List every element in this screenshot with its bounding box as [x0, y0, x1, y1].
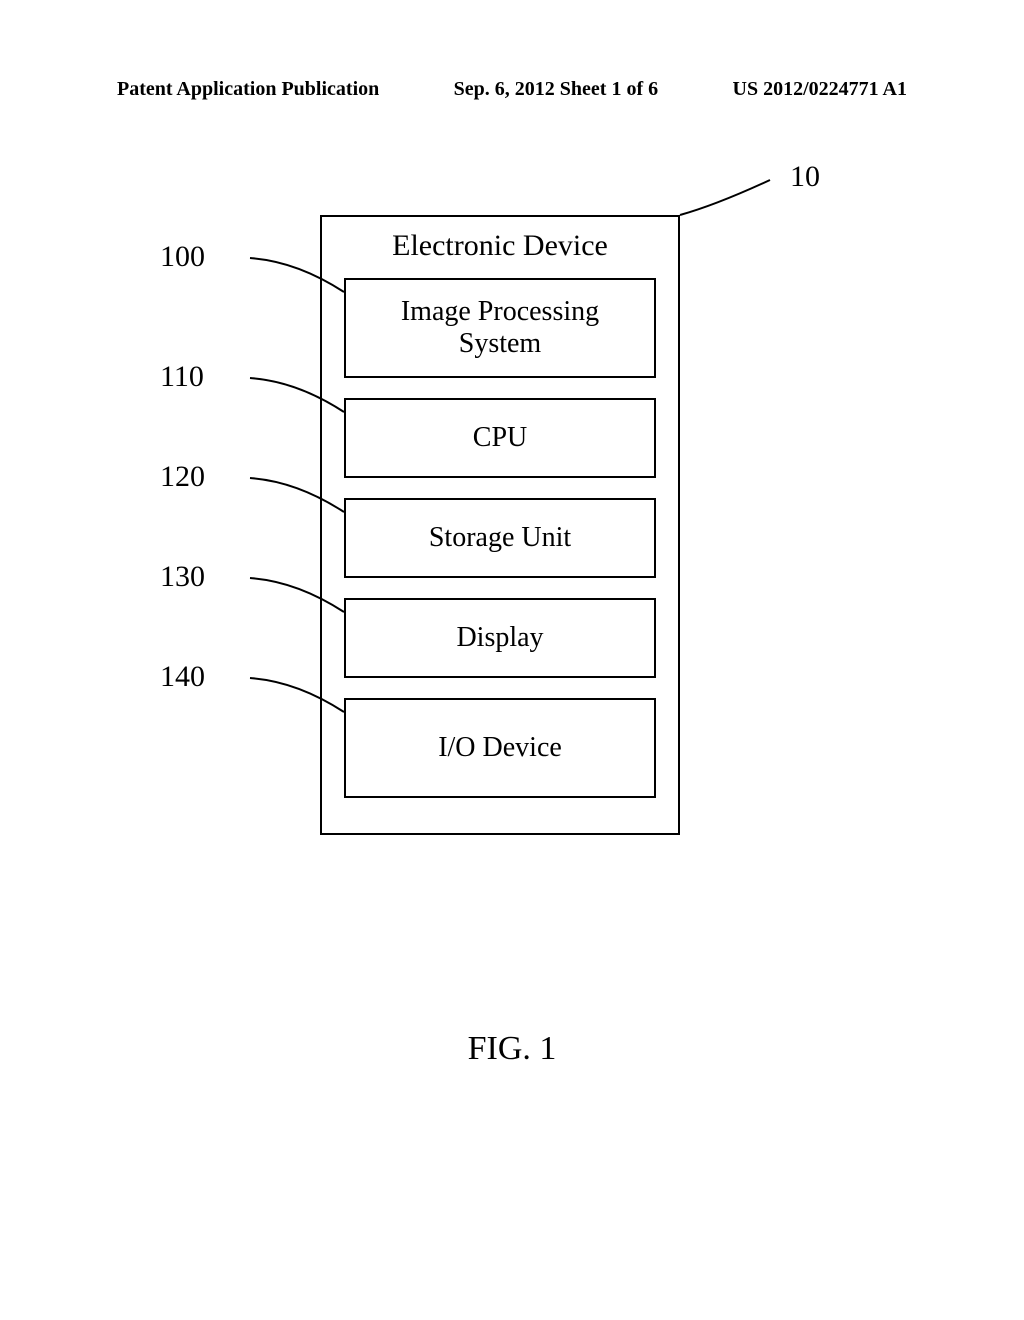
ref-label-130: 130: [160, 560, 205, 594]
page-header: Patent Application Publication Sep. 6, 2…: [0, 78, 1024, 101]
header-center: Sep. 6, 2012 Sheet 1 of 6: [454, 78, 658, 101]
figure-caption: FIG. 1: [0, 1030, 1024, 1068]
leader-line: [670, 170, 780, 225]
electronic-device-title: Electronic Device: [322, 229, 678, 263]
component-box-140: I/O Device: [344, 698, 656, 798]
ref-label-140: 140: [160, 660, 205, 694]
component-box-120: Storage Unit: [344, 498, 656, 578]
leader-line: [240, 668, 354, 722]
component-box-110: CPU: [344, 398, 656, 478]
ref-label-120: 120: [160, 460, 205, 494]
leader-line: [240, 248, 354, 302]
component-box-100: Image ProcessingSystem: [344, 278, 656, 378]
ref-label-100: 100: [160, 240, 205, 274]
leader-line: [240, 468, 354, 522]
leader-line: [240, 368, 354, 422]
figure-diagram: Electronic Device10Image ProcessingSyste…: [0, 170, 1024, 1070]
leader-line: [240, 568, 354, 622]
header-right: US 2012/0224771 A1: [733, 78, 907, 101]
ref-label-110: 110: [160, 360, 204, 394]
header-left: Patent Application Publication: [117, 78, 379, 101]
component-box-130: Display: [344, 598, 656, 678]
header-row: Patent Application Publication Sep. 6, 2…: [117, 78, 907, 101]
ref-label-10: 10: [790, 160, 820, 194]
